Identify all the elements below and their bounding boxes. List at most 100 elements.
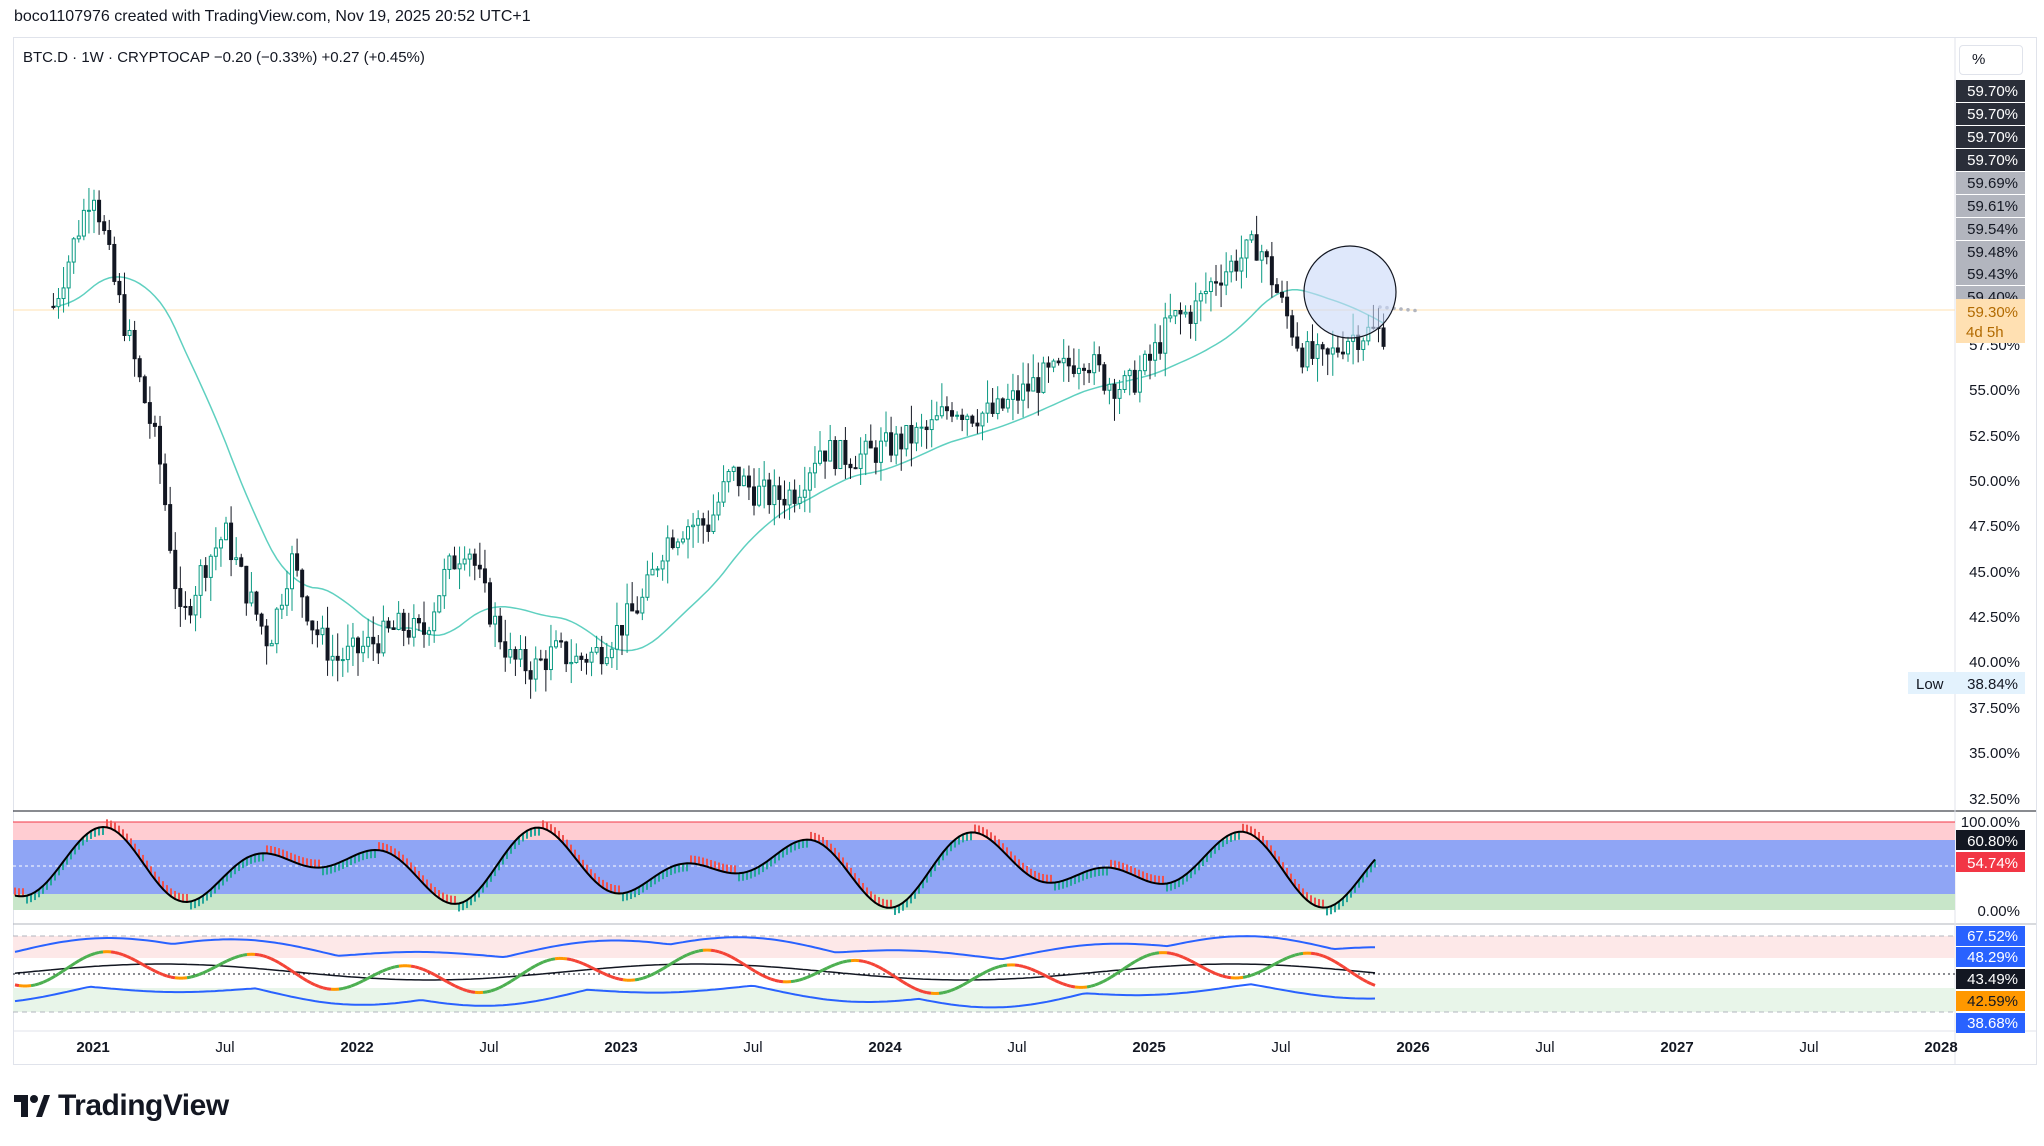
rsi-line-segment: [282, 963, 288, 969]
rsi-line-segment: [882, 968, 888, 973]
candle-body: [680, 538, 685, 543]
low-marker-label: Low: [1916, 676, 1944, 693]
candle-body: [721, 481, 726, 503]
stacked-price-label: 59.48%: [1956, 241, 2025, 263]
rsi-line-segment: [158, 971, 164, 977]
stacked-price-label-bg: [1956, 195, 2025, 217]
symbol-interval[interactable]: 1W: [81, 49, 104, 66]
candle-body: [325, 627, 330, 661]
candle-body: [939, 406, 944, 417]
rsi-line-segment: [1110, 973, 1116, 979]
candle-body: [960, 414, 965, 420]
candle-body: [437, 595, 442, 613]
rsi-line-segment: [826, 964, 832, 970]
rsi-line-segment: [1126, 962, 1132, 968]
ind1-value-black-bg: [1956, 830, 2025, 850]
candle-body: [1219, 282, 1224, 286]
rsi-line-segment: [118, 952, 124, 957]
ind1-value-red-bg: [1956, 852, 2025, 872]
rsi-line-segment: [1322, 954, 1328, 959]
symbol-name[interactable]: BTC.D: [23, 49, 68, 66]
candle-body: [873, 447, 878, 463]
rsi-line-segment: [70, 961, 76, 967]
candle-body: [1107, 383, 1112, 391]
candle-body: [350, 637, 355, 647]
rsi-line-segment: [1214, 971, 1220, 977]
stacked-price-label-bg: [1956, 241, 2025, 263]
candle-body: [1051, 360, 1056, 368]
rsi-line-segment: [1070, 984, 1076, 989]
rsi-line-segment: [310, 981, 316, 987]
symbol-legend[interactable]: BTC.D · 1W · CRYPTOCAP −0.20 (−0.33%) +0…: [23, 49, 425, 66]
rsi-line-segment: [642, 975, 648, 980]
candle-body: [858, 453, 863, 469]
rsi-line-segment: [438, 975, 444, 981]
rsi-line-segment: [98, 950, 104, 954]
candle-body: [812, 462, 817, 474]
candle-body: [1061, 357, 1066, 364]
candle-body: [533, 658, 538, 680]
candle-body: [609, 648, 614, 659]
rsi-line-segment: [234, 954, 240, 959]
rsi-line-segment: [798, 977, 804, 982]
candle-body: [97, 199, 102, 223]
rsi-line-segment: [894, 975, 900, 981]
rsi-line-segment: [218, 961, 224, 967]
rsi-line-segment: [1242, 975, 1248, 979]
rsi-line-segment: [638, 976, 644, 981]
rsi-line-segment: [154, 969, 160, 975]
rsi-line-segment: [1050, 977, 1056, 982]
rsi-line-segment: [842, 959, 848, 964]
symbol-change-2: +0.27 (+0.45%): [321, 49, 425, 66]
candle-body: [1016, 390, 1021, 401]
rsi-line-segment: [926, 991, 932, 995]
time-tick-label: 2025: [1132, 1039, 1165, 1056]
candle-body: [234, 557, 239, 561]
stacked-price-label-text: 59.70%: [1967, 152, 2018, 169]
candle-body: [894, 433, 899, 456]
percent-scale-button[interactable]: %: [1959, 45, 2023, 75]
rsi-line-segment: [62, 967, 68, 973]
ind2-value-label: 38.68%: [1956, 1013, 2025, 1033]
rsi-line-segment: [1202, 966, 1208, 971]
candle-body: [147, 402, 152, 424]
ind2-value-label-text: 48.29%: [1967, 949, 2018, 966]
rsi-line-segment: [206, 967, 212, 973]
highlight-circle-annotation[interactable]: [1303, 245, 1397, 339]
candle-body: [56, 298, 61, 308]
candle-body: [523, 649, 528, 672]
rsi-line-segment: [1130, 960, 1136, 966]
rsi-line-segment: [954, 985, 960, 991]
rsi-line-segment: [466, 989, 472, 994]
rsi-line-segment: [830, 963, 836, 968]
rsi-line-segment: [1094, 982, 1100, 987]
rsi-line-segment: [810, 972, 816, 978]
rsi-line-segment: [902, 980, 908, 986]
price-tick-label: 50.00%: [1969, 473, 2020, 490]
candle-body: [168, 504, 173, 551]
candle-body: [158, 425, 163, 465]
rsi-line-segment: [918, 988, 924, 994]
candle-body: [1173, 310, 1178, 317]
price-tick-label: 42.50%: [1969, 609, 2020, 626]
candle-body: [1244, 239, 1249, 259]
candle-body: [498, 615, 503, 643]
candle-body: [746, 475, 751, 488]
candle-body: [1229, 260, 1234, 273]
candle-body: [92, 199, 97, 211]
stacked-price-label-bg: [1956, 126, 2025, 148]
rsi-line-segment: [958, 983, 964, 989]
projection-dot: [1406, 308, 1410, 312]
rsi-line-segment: [542, 959, 548, 964]
rsi-line-segment: [1206, 968, 1212, 973]
rsi-line-segment: [210, 965, 216, 971]
tradingview-logo[interactable]: TradingView: [14, 1088, 229, 1124]
rsi-line-segment: [338, 986, 344, 991]
rsi-line-segment: [38, 980, 44, 986]
rsi-line-segment: [130, 956, 136, 962]
candle-body: [1234, 260, 1239, 272]
time-tick-label: Jul: [1007, 1039, 1026, 1056]
rsi-line-segment: [610, 975, 616, 980]
candle-body: [1183, 311, 1188, 315]
